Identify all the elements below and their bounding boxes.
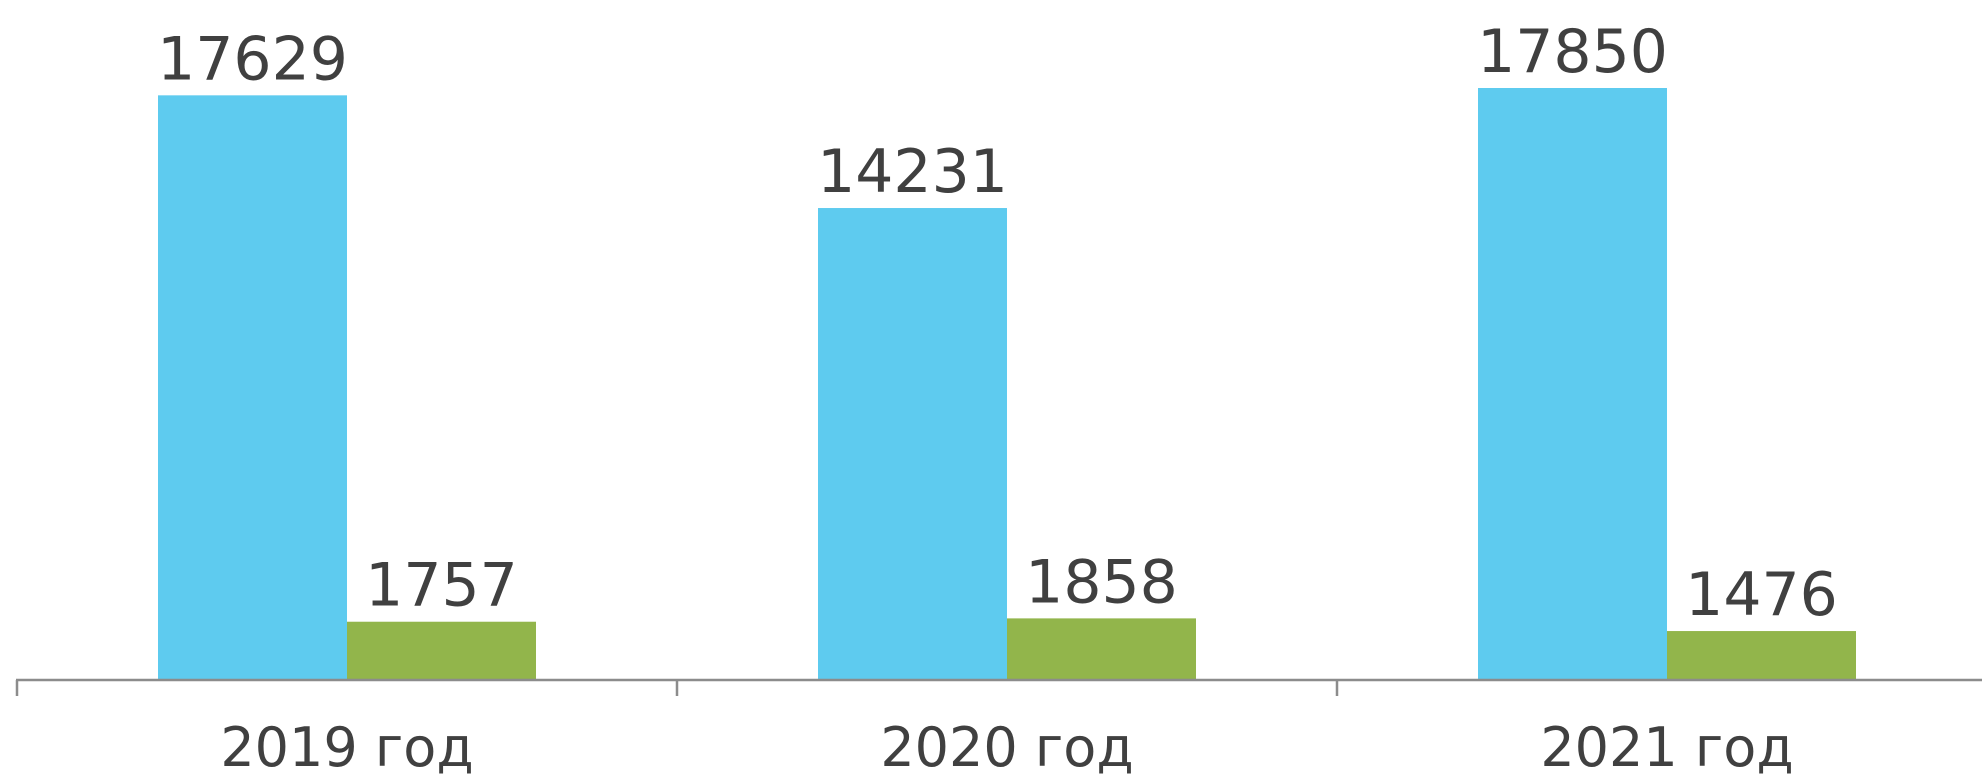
data-label-series-2-3: 1476 bbox=[1685, 560, 1838, 630]
category-label-2: 2020 год bbox=[880, 716, 1133, 774]
data-label-series-2-1: 1757 bbox=[365, 551, 518, 621]
category-label-3: 2021 год bbox=[1540, 716, 1793, 774]
data-label-series-1-1: 17629 bbox=[157, 24, 348, 94]
bar-series-2-3 bbox=[1667, 631, 1856, 680]
data-label-series-2-2: 1858 bbox=[1025, 547, 1178, 617]
bar-series-2-2 bbox=[1007, 618, 1196, 680]
x-axis bbox=[15, 678, 1982, 696]
bar-series-1-3 bbox=[1478, 88, 1667, 680]
bar-series-1-2 bbox=[818, 208, 1007, 681]
category-labels-group: 2019 год 2020 год 2021 год bbox=[220, 716, 1793, 774]
category-label-1: 2019 год bbox=[220, 716, 473, 774]
bar-series-2-1 bbox=[347, 621, 536, 680]
bar-series-1-1 bbox=[158, 95, 347, 680]
data-label-series-1-2: 14231 bbox=[817, 137, 1008, 207]
bars-group bbox=[158, 88, 1856, 681]
data-label-series-1-3: 17850 bbox=[1477, 17, 1668, 87]
bar-labels-group: 17629 1757 14231 1858 17850 1476 bbox=[157, 17, 1838, 630]
